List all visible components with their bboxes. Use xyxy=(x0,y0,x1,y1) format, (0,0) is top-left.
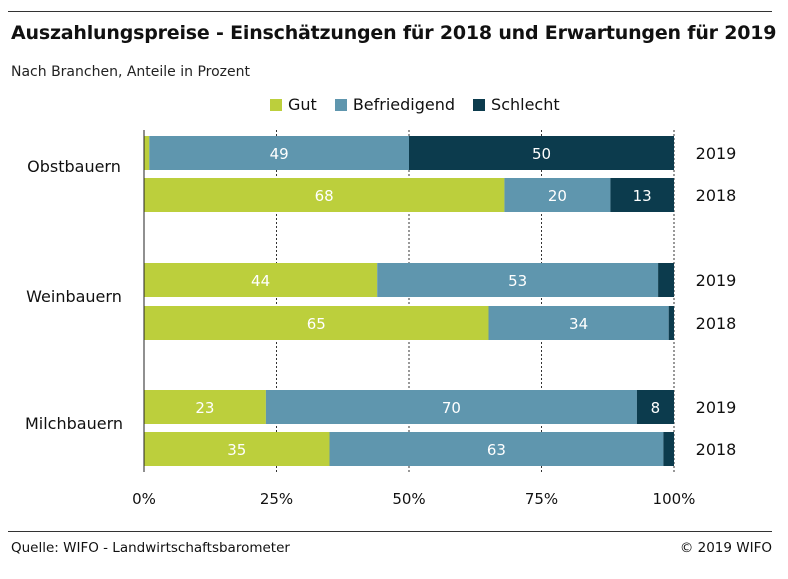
top-rule xyxy=(8,11,772,12)
bar-segment xyxy=(409,136,674,170)
legend-swatch-befriedigend xyxy=(334,98,347,111)
year-label: 2019 xyxy=(696,144,737,163)
x-tick-label: 25% xyxy=(260,490,293,508)
bar-segment xyxy=(144,263,378,297)
year-label: 2018 xyxy=(696,314,737,333)
bar-segment xyxy=(658,263,674,297)
bar-segment xyxy=(144,432,330,466)
bar-segment xyxy=(265,390,637,424)
x-tick-label: 100% xyxy=(653,490,696,508)
year-label: 2019 xyxy=(696,271,737,290)
source-note: Quelle: WIFO - Landwirtschaftsbarometer xyxy=(11,540,290,556)
data-label: 65 xyxy=(307,315,326,333)
bar-segment xyxy=(329,432,664,466)
bar-segment xyxy=(668,306,674,340)
bar-segment xyxy=(377,263,659,297)
chart-subtitle: Nach Branchen, Anteile in Prozent xyxy=(11,64,250,80)
x-tick-label: 50% xyxy=(392,490,425,508)
data-label: 20 xyxy=(548,187,567,205)
bar-segment xyxy=(144,136,150,170)
data-label: 68 xyxy=(315,187,334,205)
legend-label-gut: Gut xyxy=(288,95,317,114)
legend-swatch-schlecht xyxy=(473,98,486,111)
category-label: Milchbauern xyxy=(25,414,123,433)
legend-item-schlecht: Schlecht xyxy=(473,95,560,114)
data-label: 70 xyxy=(442,399,461,417)
category-label: Obstbauern xyxy=(27,157,121,176)
legend-item-gut: Gut xyxy=(270,95,317,114)
bar-segment xyxy=(663,432,674,466)
data-label: 23 xyxy=(195,399,214,417)
year-label: 2018 xyxy=(696,186,737,205)
bar-segment xyxy=(610,178,674,212)
bar-segment xyxy=(488,306,669,340)
bar-segment xyxy=(144,178,505,212)
bar-segment xyxy=(504,178,611,212)
legend-label-befriedigend: Befriedigend xyxy=(352,95,456,114)
data-label: 13 xyxy=(633,187,652,205)
x-tick-label: 0% xyxy=(132,490,156,508)
year-label: 2019 xyxy=(696,398,737,417)
data-label: 53 xyxy=(508,272,527,290)
legend-label-schlecht: Schlecht xyxy=(491,95,560,114)
bar-segment xyxy=(636,390,674,424)
category-label: Weinbauern xyxy=(26,287,122,306)
bottom-rule xyxy=(8,531,772,532)
chart-legend: Gut Befriedigend Schlecht xyxy=(270,95,578,114)
data-label: 44 xyxy=(251,272,270,290)
data-label: 50 xyxy=(532,145,551,163)
chart-title: Auszahlungspreise - Einschätzungen für 2… xyxy=(11,22,777,44)
data-label: 49 xyxy=(270,145,289,163)
bar-segment xyxy=(144,306,489,340)
data-label: 34 xyxy=(569,315,588,333)
copyright-note: © 2019 WIFO xyxy=(679,540,772,556)
bar-segment xyxy=(144,390,266,424)
bar-segment xyxy=(149,136,410,170)
year-label: 2018 xyxy=(696,440,737,459)
data-label: 8 xyxy=(651,399,661,417)
x-tick-label: 75% xyxy=(525,490,558,508)
data-label: 35 xyxy=(227,441,246,459)
legend-swatch-gut xyxy=(270,98,282,111)
data-label: 63 xyxy=(487,441,506,459)
legend-item-befriedigend: Befriedigend xyxy=(334,95,456,114)
